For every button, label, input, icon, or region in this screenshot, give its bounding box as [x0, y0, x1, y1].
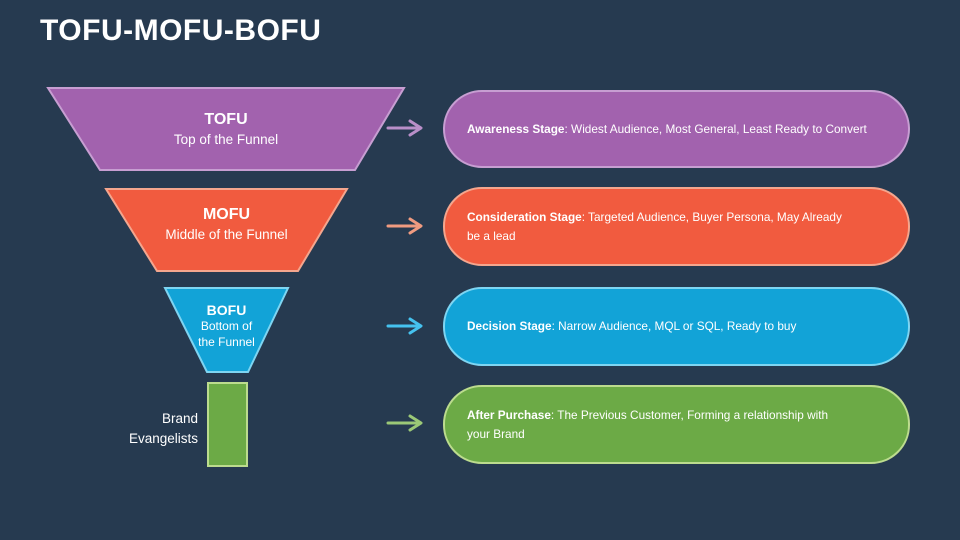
funnel-segment-evangelists-shape: [207, 382, 248, 467]
funnel-label-brand-evangelists: Brand Evangelists: [128, 411, 198, 446]
arrow-right-icon: [386, 217, 423, 235]
arrow-right-icon: [386, 414, 423, 432]
funnel-segment-mofu-shape: [104, 188, 349, 272]
arrow-right-icon: [386, 317, 423, 335]
arrow-right-icon: [386, 119, 423, 137]
stage-card-awareness: Awareness Stage: Widest Audience, Most G…: [443, 90, 910, 168]
stage-card-decision: Decision Stage: Narrow Audience, MQL or …: [443, 287, 910, 366]
stage-text-awareness: Awareness Stage: Widest Audience, Most G…: [467, 120, 867, 139]
stage-label-awareness: Awareness Stage: [467, 121, 565, 136]
funnel-segment-tofu-shape: [46, 87, 406, 171]
stage-label-decision: Decision Stage: [467, 319, 552, 334]
page-title: TOFU-MOFU-BOFU: [40, 14, 322, 47]
stage-text-decision: Decision Stage: Narrow Audience, MQL or …: [467, 317, 796, 336]
funnel-segment-bofu-shape: [163, 287, 290, 373]
stage-card-after-purchase: After Purchase: The Previous Customer, F…: [443, 385, 910, 464]
stage-card-consideration: Consideration Stage: Targeted Audience, …: [443, 187, 910, 266]
stage-label-consideration: Consideration Stage: [467, 209, 582, 224]
stage-label-after-purchase: After Purchase: [467, 407, 551, 422]
stage-desc-consideration: : Targeted Audience, Buyer Persona, May …: [467, 209, 842, 243]
stage-text-after-purchase: After Purchase: The Previous Customer, F…: [467, 406, 828, 444]
stage-desc-after-purchase: : The Previous Customer, Forming a relat…: [467, 407, 829, 441]
stage-desc-decision: : Narrow Audience, MQL or SQL, Ready to …: [551, 319, 797, 334]
stage-desc-awareness: : Widest Audience, Most General, Least R…: [564, 121, 867, 136]
stage-text-consideration: Consideration Stage: Targeted Audience, …: [467, 208, 842, 246]
